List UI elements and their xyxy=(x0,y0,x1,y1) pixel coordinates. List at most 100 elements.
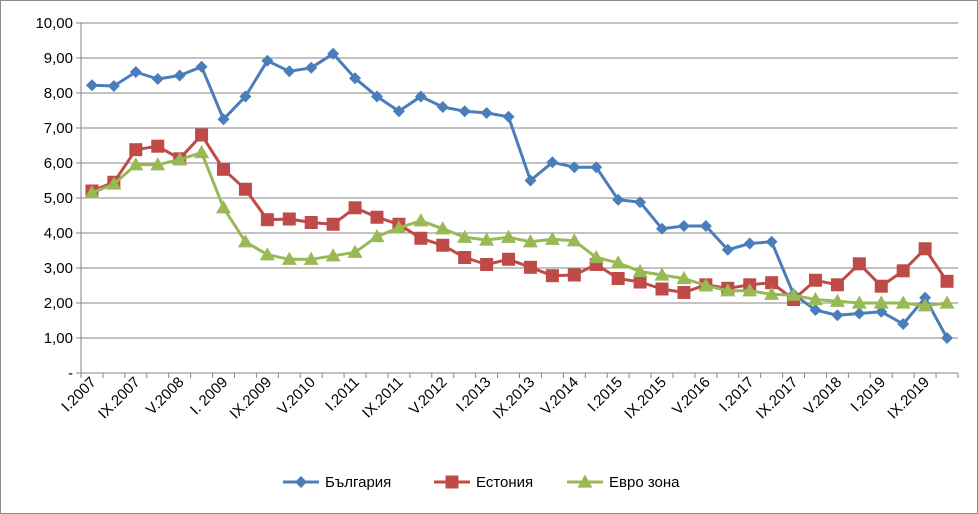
data-point xyxy=(458,105,471,118)
legend-marker xyxy=(445,475,459,489)
data-point xyxy=(217,113,230,126)
data-point xyxy=(808,273,822,287)
data-point xyxy=(217,162,231,176)
data-point xyxy=(567,268,581,282)
y-tick-label: 8,00 xyxy=(44,85,73,102)
y-tick-label: 2,00 xyxy=(44,295,73,312)
data-point xyxy=(610,255,626,269)
data-point xyxy=(853,307,866,320)
data-point xyxy=(502,252,516,266)
data-point xyxy=(347,244,363,258)
y-tick-label: 7,00 xyxy=(44,120,73,137)
y-tick-label: 3,00 xyxy=(44,260,73,277)
series-3 xyxy=(84,145,955,312)
data-point xyxy=(195,60,208,73)
data-point xyxy=(699,220,712,232)
data-point xyxy=(895,295,911,309)
data-point xyxy=(897,318,910,330)
data-point xyxy=(677,220,690,232)
data-point xyxy=(546,156,559,169)
data-point xyxy=(458,251,472,264)
data-point xyxy=(479,232,495,246)
series-2 xyxy=(85,128,954,306)
series-lines xyxy=(84,47,955,344)
data-point xyxy=(786,287,802,301)
data-point xyxy=(918,242,932,256)
data-point xyxy=(544,231,560,245)
data-point xyxy=(698,278,714,292)
data-point xyxy=(435,221,451,235)
data-point xyxy=(940,274,954,288)
y-tick-label: - xyxy=(68,365,73,382)
data-point xyxy=(590,161,603,174)
data-point xyxy=(457,229,473,243)
data-point xyxy=(304,216,318,229)
x-tick-label: I.2007 xyxy=(58,374,100,416)
legend-item: Евро зона xyxy=(567,474,680,491)
data-point xyxy=(413,213,429,227)
data-point xyxy=(348,201,362,215)
x-tick-label: IX.2009 xyxy=(227,374,276,423)
data-point xyxy=(107,80,120,92)
data-point xyxy=(283,65,296,78)
x-tick-label: V.2012 xyxy=(406,374,451,419)
data-point xyxy=(436,238,450,252)
data-point xyxy=(391,220,407,234)
data-point xyxy=(633,275,647,289)
x-tick-label: V.2008 xyxy=(143,374,188,419)
data-point xyxy=(634,196,647,209)
data-point xyxy=(151,139,165,153)
data-point xyxy=(326,217,340,231)
x-tick-label: V.2018 xyxy=(801,374,846,419)
data-point xyxy=(261,54,274,67)
data-point xyxy=(85,79,98,92)
data-point xyxy=(566,233,582,247)
x-tick-label: IX.2011 xyxy=(359,374,407,422)
data-point xyxy=(480,106,493,119)
data-point xyxy=(523,260,537,274)
data-point xyxy=(721,243,734,256)
legend-label: Естония xyxy=(476,474,533,491)
data-point xyxy=(764,286,780,300)
data-point xyxy=(84,185,100,199)
data-point xyxy=(831,309,844,322)
x-tick-label: I.2013 xyxy=(453,374,495,416)
data-point xyxy=(238,182,252,196)
data-point xyxy=(239,90,252,103)
data-point xyxy=(655,282,669,296)
data-point xyxy=(941,332,954,344)
series-line xyxy=(91,151,948,308)
x-tick-label: IX.2007 xyxy=(95,374,144,423)
data-point xyxy=(677,286,691,299)
data-point xyxy=(369,229,385,243)
legend-marker xyxy=(295,476,307,488)
data-point xyxy=(370,90,383,103)
data-point xyxy=(173,69,186,82)
data-point xyxy=(237,234,253,248)
data-point xyxy=(129,66,142,78)
legend-marker xyxy=(577,474,593,488)
x-tick-label: I.2017 xyxy=(716,374,758,416)
data-point xyxy=(656,222,669,235)
data-point xyxy=(305,61,318,74)
data-point xyxy=(106,176,122,190)
data-point xyxy=(370,210,384,224)
data-point xyxy=(830,278,844,292)
data-point xyxy=(742,283,758,297)
legend-item: Естония xyxy=(434,474,533,491)
data-point xyxy=(851,295,867,309)
data-point xyxy=(873,295,889,309)
data-point xyxy=(917,298,933,312)
x-tick-label: I. 2009 xyxy=(187,374,231,418)
data-point xyxy=(303,251,319,265)
data-point xyxy=(919,291,932,304)
data-point xyxy=(129,143,143,157)
data-point xyxy=(743,237,756,250)
x-tick-label: I.2015 xyxy=(584,374,626,416)
y-tick-label: 5,00 xyxy=(44,190,73,207)
data-point xyxy=(720,283,736,297)
data-point xyxy=(765,276,779,290)
